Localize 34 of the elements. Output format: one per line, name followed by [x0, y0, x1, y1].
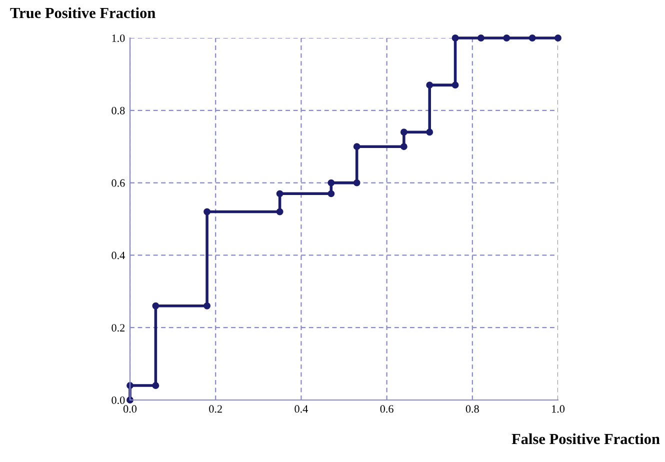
point — [452, 82, 459, 89]
point — [400, 143, 408, 150]
point — [152, 382, 160, 389]
point — [353, 143, 360, 150]
y-tick-label: 1.0 — [112, 34, 125, 42]
y-tick-label: 0.6 — [112, 179, 125, 187]
y-tick-label: 0.0 — [112, 396, 125, 404]
y-tick-label: 0.8 — [112, 106, 125, 114]
y-tick-label: 0.2 — [112, 324, 125, 332]
y-tick-label: 0.4 — [112, 252, 125, 260]
x-tick-label: 0.8 — [466, 405, 479, 413]
x-axis-title: False Positive Fraction — [512, 433, 660, 444]
x-tick-label: 0.4 — [294, 405, 308, 413]
point — [477, 34, 484, 42]
point — [452, 34, 459, 42]
x-tick-label: 0.0 — [123, 405, 137, 413]
point — [276, 208, 284, 216]
point — [554, 34, 562, 42]
point — [276, 190, 284, 198]
point — [528, 34, 536, 42]
point — [426, 82, 434, 89]
point — [503, 34, 510, 42]
x-tick-label: 0.2 — [209, 405, 222, 413]
y-axis-title: True Positive Fraction — [10, 7, 156, 18]
point — [353, 179, 360, 186]
point — [328, 179, 335, 186]
point — [204, 208, 211, 216]
point — [204, 302, 211, 310]
point — [426, 128, 434, 136]
point — [328, 190, 335, 198]
x-tick-label: 0.6 — [380, 405, 394, 413]
point — [400, 128, 408, 136]
x-tick-label: 1.0 — [552, 405, 565, 413]
point — [152, 302, 160, 310]
